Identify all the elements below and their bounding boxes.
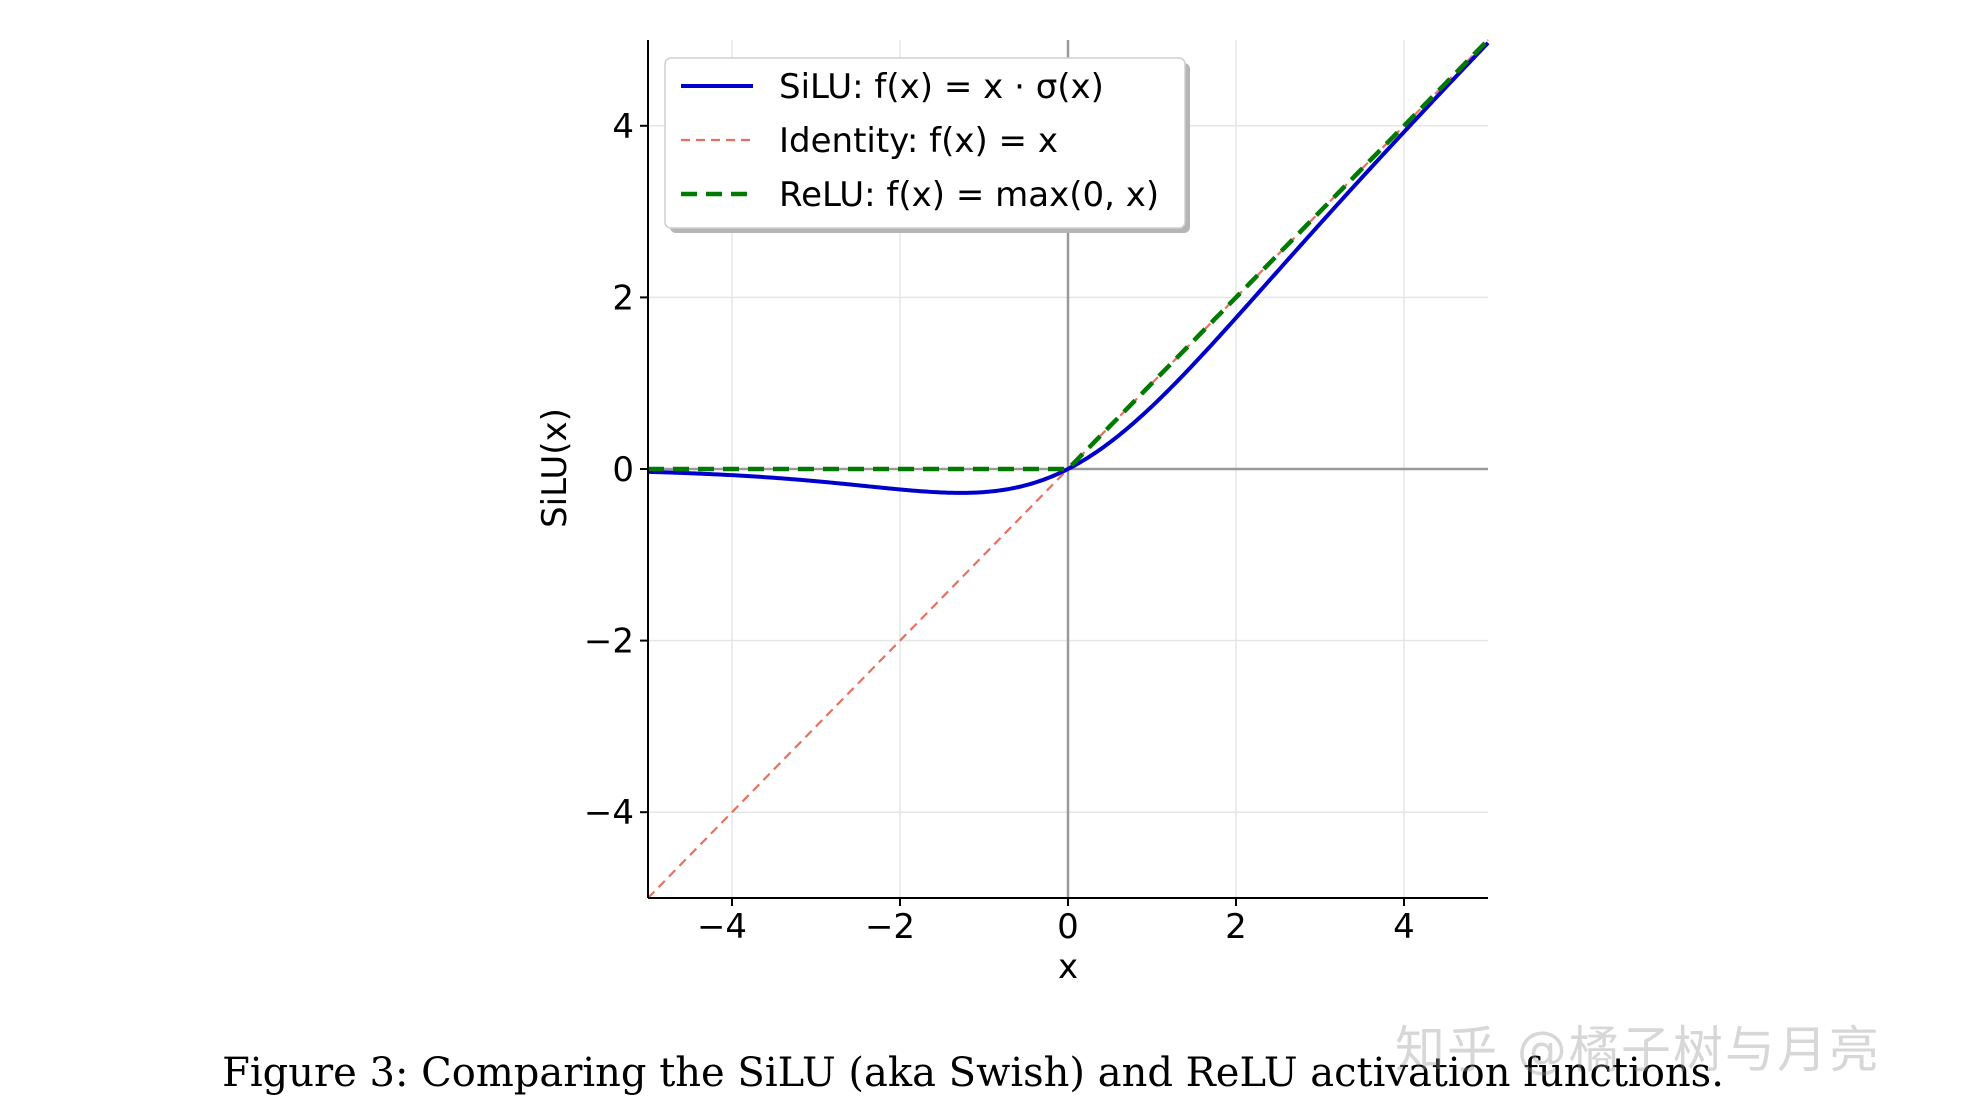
- y-axis-ticks: −4 −2 0 2 4: [584, 107, 648, 833]
- x-tick-label: −2: [865, 907, 915, 947]
- x-axis-ticks: −4 −2 0 2 4: [697, 898, 1415, 947]
- watermark: 知乎 @橘子树与月亮: [1395, 1021, 1881, 1079]
- y-tick-label: 4: [612, 107, 634, 147]
- series-line-silu: [647, 41, 1490, 495]
- x-tick-label: 2: [1225, 907, 1247, 947]
- series-line-relu: [648, 38, 1490, 472]
- legend-frame: [664, 57, 1186, 229]
- legend: SiLU: f(x) = x · σ(x) Identity: f(x) = x R…: [664, 57, 1190, 233]
- y-axis-label: SiLU(x): [535, 408, 575, 528]
- figure-caption-text: Figure 3: Comparing the SiLU (aka Swish)…: [222, 1050, 1724, 1096]
- legend-label-silu: SiLU: f(x) = x · σ(x): [779, 67, 1104, 107]
- y-tick-label: −2: [584, 622, 634, 662]
- y-tick-label: −4: [584, 793, 634, 833]
- legend-label-relu: ReLU: f(x) = max(0, x): [779, 175, 1159, 215]
- y-tick-label: 2: [612, 278, 634, 318]
- figure-caption: Figure 3: Comparing the SiLU (aka Swish)…: [0, 1050, 1966, 1096]
- x-axis-label: x: [1058, 947, 1078, 987]
- x-tick-label: 4: [1393, 907, 1415, 947]
- series-lines: [647, 38, 1490, 899]
- x-tick-label: 0: [1057, 907, 1079, 947]
- y-tick-label: 0: [612, 450, 634, 490]
- x-tick-label: −4: [697, 907, 747, 947]
- legend-label-identity: Identity: f(x) = x: [779, 121, 1058, 161]
